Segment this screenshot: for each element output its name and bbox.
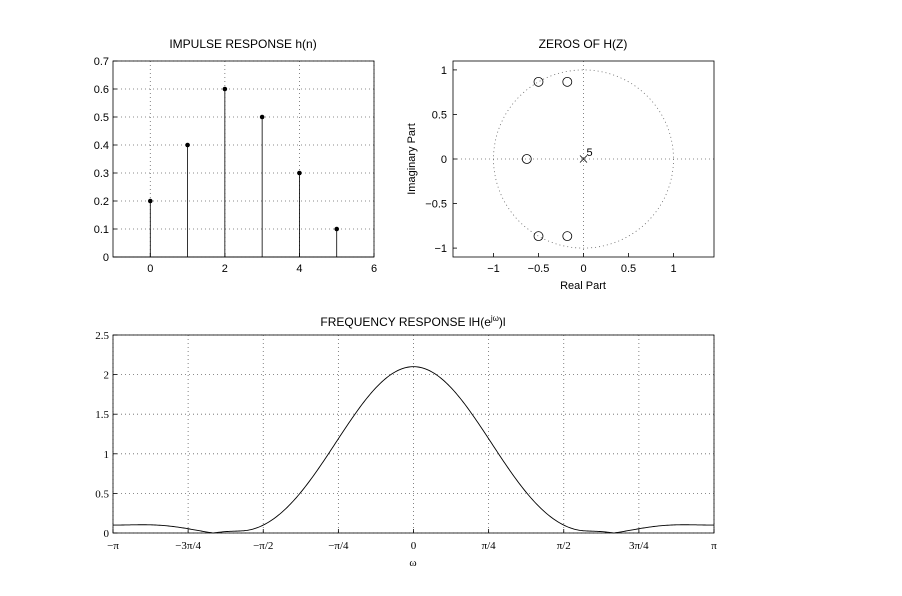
x-tick-label: 0 — [147, 263, 153, 275]
x-tick-label: −0.5 — [528, 263, 550, 275]
x-tick-label: −π/4 — [328, 540, 349, 552]
zero-marker — [562, 231, 573, 242]
stem-marker — [297, 170, 302, 176]
frequency-response-panel: FREQUENCY RESPONSE lH(ejω)l −π −3π/4 −π/2 −… — [95, 314, 717, 569]
zero-marker — [533, 231, 544, 242]
frequency-response-axes — [112, 334, 715, 534]
x-tick-label: 0.5 — [621, 263, 636, 275]
zeros-xlabel: Real Part — [560, 280, 606, 292]
zero-marker — [533, 76, 544, 87]
frequency-response-xlabel: ω — [409, 557, 416, 569]
frequency-response-title: FREQUENCY RESPONSE lH(ejω)l — [320, 314, 505, 329]
x-tick-label: 4 — [296, 263, 302, 275]
pole-cross-b — [579, 155, 588, 163]
y-tick-label: 1 — [441, 65, 447, 77]
stem-marker — [147, 198, 153, 204]
x-tick-label: 0 — [411, 540, 417, 552]
unit-circle — [493, 69, 674, 249]
x-tick-label: −π — [107, 540, 119, 552]
y-tick-label: 1 — [104, 449, 110, 461]
x-tick-label: −1 — [487, 263, 500, 275]
stem-marker — [334, 226, 340, 232]
y-tick-label: 0 — [441, 154, 447, 166]
y-tick-label: 1.5 — [95, 409, 109, 421]
x-tick-label: π/2 — [557, 540, 571, 552]
y-tick-label: −0.5 — [425, 199, 447, 211]
y-tick-label: −1 — [434, 243, 447, 255]
zeros-axes — [452, 60, 715, 258]
zeros-title: ZEROS OF H(Z) — [539, 37, 628, 51]
impulse-response-panel: IMPULSE RESPONSE h(n) 0 2 4 6 0 0.1 0.2 0.3 0.4 0… — [94, 37, 377, 275]
impulse-response-title: IMPULSE RESPONSE h(n) — [169, 37, 316, 51]
y-tick-label: 0.5 — [432, 109, 447, 121]
zeros-ylabel: Imaginary Part — [406, 123, 418, 195]
y-tick-label: 0.6 — [94, 84, 109, 96]
x-tick-label: −3π/4 — [175, 540, 201, 552]
pole-multiplicity-label: 5 — [587, 147, 593, 159]
y-tick-label: 0 — [104, 528, 110, 540]
x-tick-label: 2 — [222, 263, 228, 275]
x-tick-label: π — [711, 540, 717, 552]
y-tick-label: 0 — [103, 252, 109, 264]
y-tick-label: 0.2 — [94, 196, 109, 208]
pole-marker — [579, 155, 588, 163]
x-tick-label: −π/2 — [253, 540, 273, 552]
y-tick-label: 2 — [104, 370, 110, 382]
x-tick-label: 6 — [371, 263, 377, 275]
zeros-panel: ZEROS OF H(Z) 5 −1 −0.5 0 0.5 1 −1 −0.5 0 0.5 1 R… — [406, 37, 715, 292]
zero-marker — [562, 76, 573, 87]
stem-marker — [259, 114, 265, 120]
x-tick-label: 0 — [580, 263, 586, 275]
y-tick-label: 2.5 — [95, 330, 109, 342]
y-tick-label: 0.1 — [94, 224, 109, 236]
y-tick-label: 0.4 — [94, 140, 109, 152]
y-tick-label: 0.3 — [94, 168, 109, 180]
stem-marker — [222, 86, 228, 92]
zero-marker — [521, 154, 532, 164]
x-tick-label: 3π/4 — [629, 540, 649, 552]
x-tick-label: π/4 — [482, 540, 497, 552]
y-tick-label: 0.5 — [95, 488, 109, 500]
y-tick-label: 0.7 — [94, 56, 109, 68]
x-tick-label: 1 — [670, 263, 676, 275]
stem-marker — [185, 142, 190, 148]
impulse-response-axes — [112, 60, 375, 258]
y-tick-label: 0.5 — [94, 112, 109, 124]
